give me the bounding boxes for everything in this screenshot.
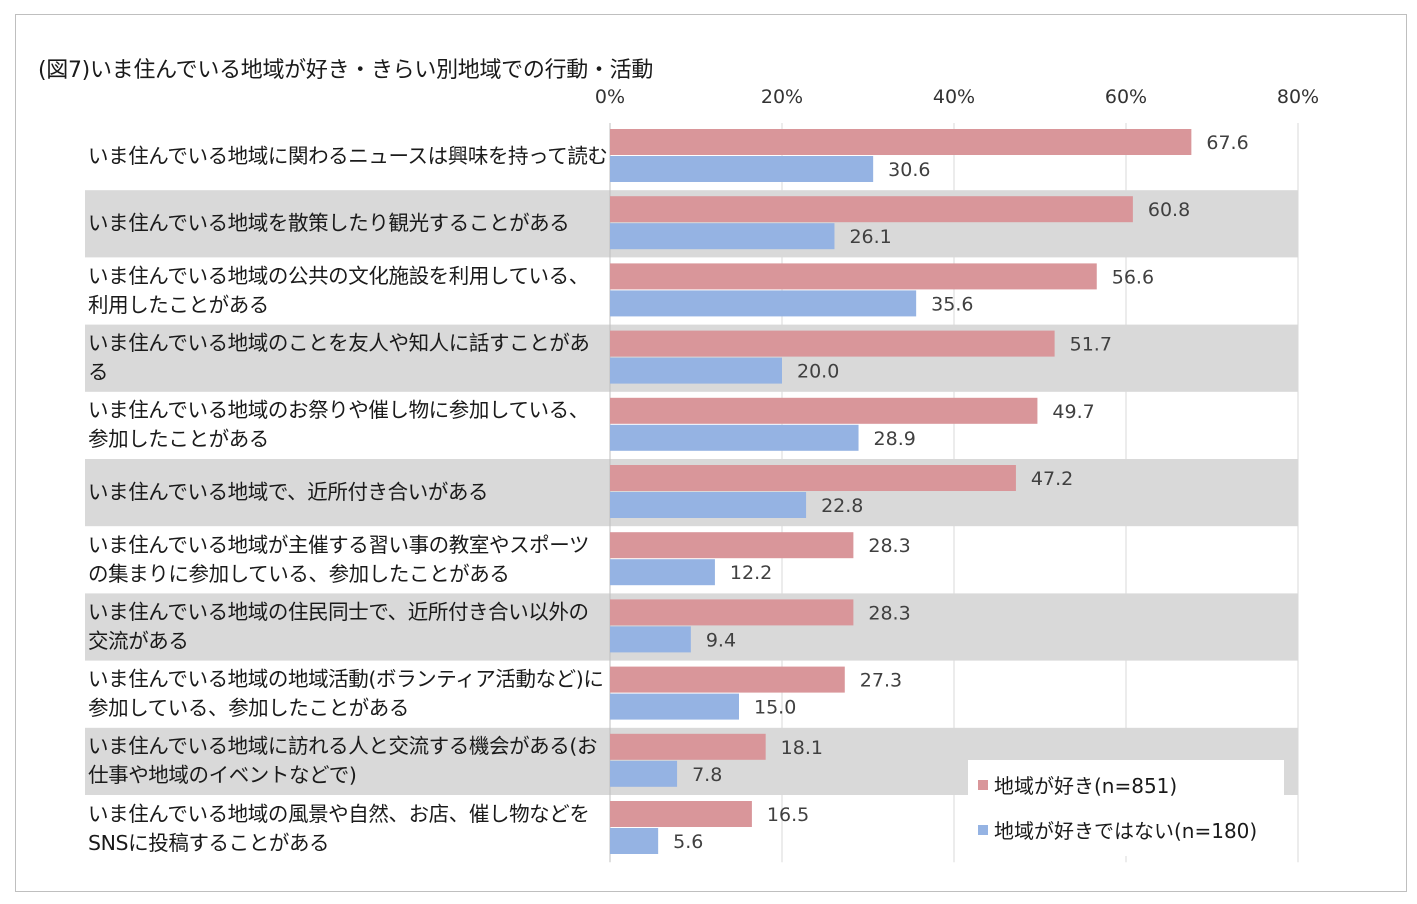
- bar-dislike: [610, 559, 715, 586]
- bar-dislike: [610, 760, 678, 787]
- bar-like: [610, 196, 1133, 223]
- value-label-dislike: 28.9: [874, 428, 916, 450]
- bar-like: [610, 465, 1016, 491]
- legend-item-dislike: 地域が好きではない(n=180): [978, 815, 1257, 844]
- chart-title: (図7)いま住んでいる地域が好き・きらい別地域での行動・活動: [38, 58, 654, 83]
- value-label-dislike: 5.6: [673, 831, 703, 853]
- value-label-like: 18.1: [781, 737, 823, 759]
- bar-like: [610, 263, 1097, 290]
- value-label-like: 28.3: [868, 602, 910, 624]
- category-label: いま住んでいる地域の住民同士で、近所付き合い以外の交流がある: [88, 599, 589, 653]
- category-label: いま住んでいる地域の風景や自然、お店、催し物などをSNSに投稿することがある: [88, 801, 590, 855]
- bar-dislike: [610, 357, 782, 384]
- bar-dislike: [610, 424, 859, 451]
- tick-label: 0%: [594, 86, 626, 108]
- bar-like: [610, 666, 845, 693]
- tick-label: 40%: [932, 86, 976, 108]
- value-label-like: 27.3: [860, 670, 902, 692]
- bar-like: [610, 733, 766, 760]
- bar-dislike: [610, 828, 659, 854]
- value-label-dislike: 15.0: [754, 697, 796, 719]
- category-label: いま住んでいる地域のことを友人や知人に話すことがある: [88, 331, 590, 385]
- category-label: いま住んでいる地域を散策したり観光することがある: [88, 211, 570, 236]
- category-label: いま住んでいる地域のお祭りや催し物に参加している、参加したことがある: [88, 398, 589, 452]
- legend-item-like: 地域が好き(n=851): [978, 770, 1177, 799]
- bar-dislike: [610, 693, 739, 720]
- value-label-dislike: 9.4: [706, 629, 736, 651]
- bar-dislike: [610, 223, 835, 250]
- value-label-like: 47.2: [1031, 468, 1073, 490]
- value-label-dislike: 30.6: [888, 159, 930, 181]
- value-label-dislike: 12.2: [730, 562, 772, 584]
- tick-label: 20%: [760, 86, 804, 108]
- value-label-like: 49.7: [1052, 401, 1094, 423]
- value-label-dislike: 20.0: [797, 361, 839, 383]
- category-label: いま住んでいる地域の公共の文化施設を利用している、利用したことがある: [88, 263, 589, 317]
- bar-dislike: [610, 626, 691, 653]
- category-label: いま住んでいる地域に訪れる人と交流する機会がある(お仕事や地域のイベントなどで): [88, 734, 598, 788]
- legend-label-like: 地域が好き(n=851): [994, 774, 1178, 798]
- legend-label-dislike: 地域が好きではない(n=180): [994, 819, 1258, 843]
- bar-like: [610, 397, 1038, 424]
- value-label-dislike: 26.1: [849, 226, 891, 248]
- bar-like: [610, 129, 1192, 155]
- bar-dislike: [610, 290, 917, 317]
- category-label: いま住んでいる地域の地域活動(ボランティア活動など)に参加している、参加したこと…: [88, 667, 604, 721]
- value-label-dislike: 22.8: [821, 495, 863, 517]
- value-label-like: 60.8: [1148, 199, 1190, 221]
- tick-label: 60%: [1104, 86, 1148, 108]
- category-label: いま住んでいる地域に関わるニュースは興味を持って読む: [88, 144, 608, 169]
- bar-dislike: [610, 492, 807, 518]
- bar-like: [610, 599, 854, 626]
- bar-like: [610, 801, 752, 827]
- category-label: いま住んでいる地域が主催する習い事の教室やスポーツの集まりに参加している、参加し…: [88, 532, 590, 586]
- value-label-dislike: 7.8: [692, 764, 722, 786]
- bar-dislike: [610, 156, 874, 182]
- bar-like: [610, 532, 854, 559]
- value-label-like: 28.3: [868, 535, 910, 557]
- legend: 地域が好き(n=851) 地域が好きではない(n=180): [968, 760, 1284, 856]
- value-label-like: 67.6: [1206, 132, 1248, 154]
- value-label-like: 51.7: [1070, 334, 1112, 356]
- tick-label: 80%: [1276, 86, 1320, 108]
- category-label: いま住んでいる地域で、近所付き合いがある: [88, 480, 489, 505]
- bar-like: [610, 330, 1055, 357]
- value-label-like: 56.6: [1112, 266, 1154, 288]
- legend-swatch-dislike: [978, 824, 988, 835]
- value-label-like: 16.5: [767, 804, 809, 826]
- legend-swatch-like: [978, 779, 988, 790]
- value-label-dislike: 35.6: [931, 293, 973, 315]
